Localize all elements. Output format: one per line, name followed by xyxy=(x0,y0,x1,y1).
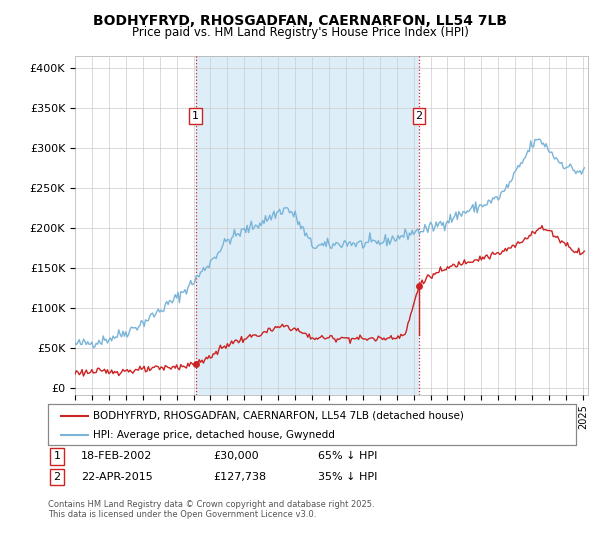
Text: 2: 2 xyxy=(415,111,422,121)
Text: BODHYFRYD, RHOSGADFAN, CAERNARFON, LL54 7LB (detached house): BODHYFRYD, RHOSGADFAN, CAERNARFON, LL54 … xyxy=(93,411,464,421)
Text: £30,000: £30,000 xyxy=(213,451,259,461)
Text: 1: 1 xyxy=(53,451,61,461)
Text: 22-APR-2015: 22-APR-2015 xyxy=(81,472,153,482)
Text: 1: 1 xyxy=(192,111,199,121)
Text: Contains HM Land Registry data © Crown copyright and database right 2025.
This d: Contains HM Land Registry data © Crown c… xyxy=(48,500,374,519)
Text: BODHYFRYD, RHOSGADFAN, CAERNARFON, LL54 7LB: BODHYFRYD, RHOSGADFAN, CAERNARFON, LL54 … xyxy=(93,14,507,28)
Text: 2: 2 xyxy=(53,472,61,482)
Text: £127,738: £127,738 xyxy=(213,472,266,482)
Text: 18-FEB-2002: 18-FEB-2002 xyxy=(81,451,152,461)
Text: HPI: Average price, detached house, Gwynedd: HPI: Average price, detached house, Gwyn… xyxy=(93,430,335,440)
Bar xyxy=(196,56,419,395)
Text: 35% ↓ HPI: 35% ↓ HPI xyxy=(318,472,377,482)
Text: Price paid vs. HM Land Registry's House Price Index (HPI): Price paid vs. HM Land Registry's House … xyxy=(131,26,469,39)
Text: 65% ↓ HPI: 65% ↓ HPI xyxy=(318,451,377,461)
